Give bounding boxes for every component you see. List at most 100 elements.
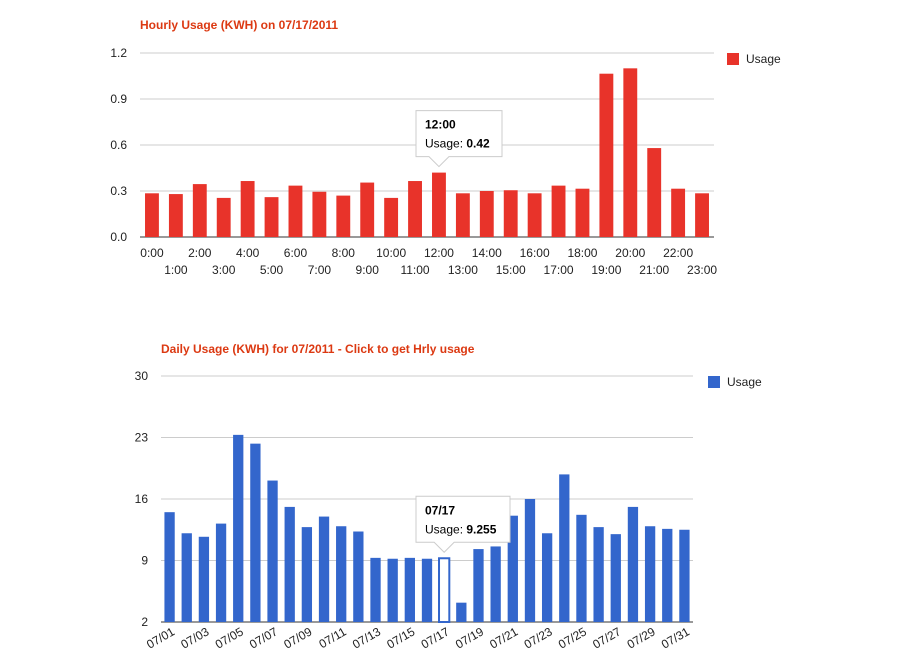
bar[interactable] [198,536,210,622]
bar[interactable] [240,181,255,237]
bar[interactable] [284,506,295,622]
bar[interactable] [438,557,451,623]
x-tick-label: 7:00 [308,263,332,277]
bar[interactable] [192,184,207,237]
bar[interactable] [301,527,313,622]
x-tick-label: 9:00 [356,263,380,277]
bar[interactable] [387,558,398,622]
bar[interactable] [479,191,494,237]
legend-swatch [708,376,720,388]
x-tick-label: 07/13 [350,624,383,651]
x-tick-label: 07/09 [281,624,314,651]
bar[interactable] [503,190,518,237]
bar[interactable] [671,188,686,237]
bar[interactable] [312,191,327,237]
bar[interactable] [408,181,422,237]
x-tick-label: 13:00 [448,263,478,277]
bar[interactable] [576,514,587,622]
bar[interactable] [250,443,261,622]
bar[interactable] [575,188,590,237]
y-tick-label: 9 [141,554,148,568]
bar[interactable] [216,197,231,237]
bar[interactable] [145,193,159,237]
bar[interactable] [593,527,604,622]
tooltip-line: Usage: 0.42 [425,137,490,151]
tooltip-value: 0.42 [466,137,490,151]
x-tick-label: 10:00 [376,246,406,260]
bar[interactable] [679,529,690,622]
bar[interactable] [233,434,244,622]
bar[interactable] [647,148,662,237]
bar[interactable] [623,68,638,237]
x-tick-label: 18:00 [567,246,597,260]
bar[interactable] [695,193,709,237]
bar[interactable] [551,185,566,237]
bar[interactable] [360,182,375,237]
bar[interactable] [421,558,433,622]
bar[interactable] [527,193,542,237]
tooltip-category: 07/17 [425,503,455,517]
bar[interactable] [264,197,279,237]
bar[interactable] [181,533,192,622]
x-tick-label: 14:00 [472,246,502,260]
x-tick-label: 07/23 [522,624,555,651]
tooltip-value-label: Usage: [425,137,466,151]
bar[interactable] [627,506,639,622]
x-tick-label: 07/03 [178,624,211,651]
x-tick-label: 4:00 [236,246,260,260]
x-tick-label: 20:00 [615,246,645,260]
x-tick-label: 07/11 [316,624,349,651]
x-tick-label: 07/15 [384,624,417,651]
legend-swatch [727,53,739,65]
y-tick-label: 0.9 [110,92,127,106]
bar[interactable] [215,523,227,622]
hourly-chart-title: Hourly Usage (KWH) on 07/17/2011 [140,18,339,32]
bar[interactable] [559,474,570,622]
bar[interactable] [473,549,484,622]
bar[interactable] [288,185,303,237]
bar[interactable] [404,557,415,622]
daily-usage-chart: 2 9 16 23 30 07/01 07/03 07/05 07/07 07/09 07/11 07… [0,330,904,666]
bar[interactable] [524,499,536,622]
bar[interactable] [507,515,518,622]
bar[interactable] [164,512,175,622]
y-tick-label: 1.2 [110,46,127,60]
x-tick-label: 07/01 [144,624,177,651]
bar[interactable] [318,516,330,622]
x-tick-label: 1:00 [164,263,188,277]
x-tick-label: 07/25 [556,624,589,651]
bar[interactable] [644,526,656,622]
bar[interactable] [267,480,278,622]
x-tick-label: 8:00 [332,246,356,260]
bar[interactable] [370,557,381,622]
bar[interactable] [490,546,501,622]
x-tick-label: 07/17 [419,624,452,651]
x-tick-label: 07/27 [590,624,623,651]
x-tick-label: 07/21 [487,624,520,651]
bar[interactable] [599,73,614,237]
bar[interactable] [662,528,673,622]
y-tick-label: 30 [135,369,149,383]
x-tick-label: 22:00 [663,246,693,260]
bar[interactable] [384,197,399,237]
bar[interactable] [168,194,183,237]
bar[interactable] [455,193,470,237]
hourly-usage-chart: 0.0 0.3 0.6 0.9 1.2 0:00 1:00 2:00 3:00 4:00 5:00 6… [0,0,904,300]
bar[interactable] [610,534,621,622]
tooltip-line: Usage: 9.255 [425,522,497,536]
x-tick-label: 07/05 [213,624,246,651]
bar[interactable] [541,533,553,622]
y-tick-label: 0.6 [110,138,127,152]
legend-label: Usage [727,375,762,389]
legend-label: Usage [746,52,781,66]
bar[interactable] [432,172,446,237]
bar[interactable] [336,526,347,622]
x-tick-label: 21:00 [639,263,669,277]
tooltip-value: 9.255 [466,522,496,536]
tooltip-category: 12:00 [425,118,456,132]
bar[interactable] [353,531,364,622]
bar[interactable] [336,195,351,237]
bar[interactable] [456,602,467,622]
x-tick-label: 0:00 [140,246,164,260]
